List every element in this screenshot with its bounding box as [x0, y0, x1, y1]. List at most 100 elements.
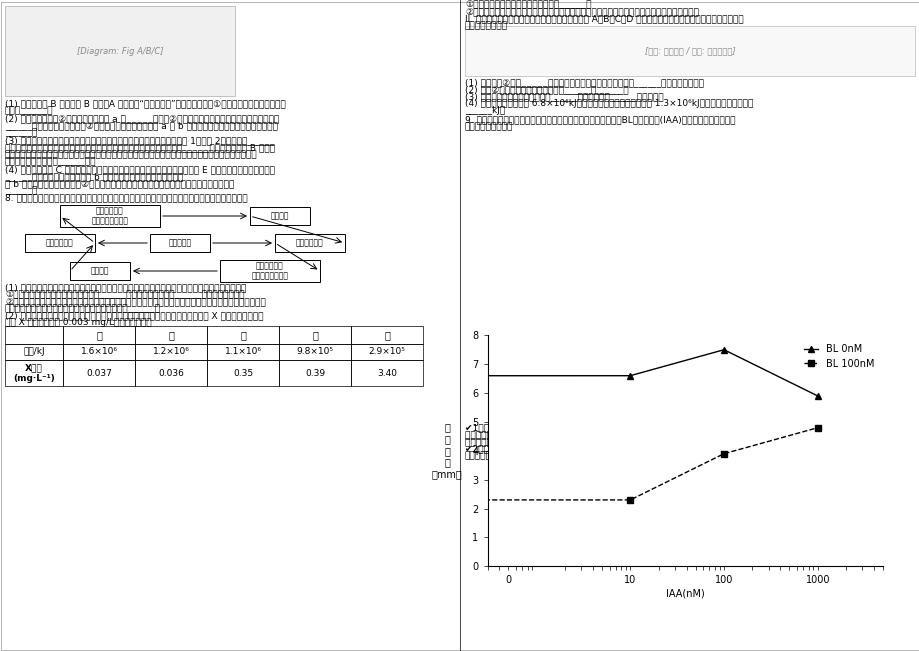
Bar: [250, 207, 310, 225]
Text: ______。: ______。: [5, 186, 38, 195]
X-axis label: IAA(nM): IAA(nM): [665, 588, 704, 598]
Text: 可知，单独 IAA 处理，对主根伸长的影响是______；BL 与 IAA 同时处理，在 IAA 浓度为____nM 时，BL 对主: 可知，单独 IAA 处理，对主根伸长的影响是______；BL 与 IAA 同时…: [464, 430, 789, 439]
Text: 9. 油菜素内酯是植物体内一种重要的激素；为探究油菜素内酯（BL）对生长素(IAA)生理作用的影响，研究: 9. 油菜素内酯是植物体内一种重要的激素；为探究油菜素内酯（BL）对生长素(IA…: [464, 115, 734, 124]
Text: [图甲: 碳循环图 / 图乙: 食物网示意]: [图甲: 碳循环图 / 图乙: 食物网示意]: [644, 46, 734, 55]
Text: (4) 若草固定的总能量为 6.8×10⁶kJ，食草昆虫和鼠同化的总能量是 1.3×10⁶kJ，则人最多能获得能量: (4) 若草固定的总能量为 6.8×10⁶kJ，食草昆虫和鼠同化的总能量是 1.…: [464, 99, 753, 108]
Text: (2) 下表是五个种群在一个相对稳定的水域生态系统中所有的总能量和含残留污染物 X 的平均浓度，已知: (2) 下表是五个种群在一个相对稳定的水域生态系统中所有的总能量和含残留污染物 …: [5, 311, 263, 320]
BL 100nM: [624, 496, 635, 504]
Bar: [275, 234, 345, 252]
Text: (1) 如图为某生态系统中动物种群自动调控模型，该动物的数量常常随环境资源的改变而发生波动。: (1) 如图为某生态系统中动物种群自动调控模型，该动物的数量常常随环境资源的改变…: [5, 283, 246, 292]
Text: 甲: 甲: [96, 330, 102, 340]
Text: 0.036: 0.036: [158, 368, 184, 378]
Bar: [62, 344, 135, 360]
Text: 乙: 乙: [168, 330, 174, 340]
Text: 3.40: 3.40: [377, 368, 397, 378]
BL 0nM: [624, 372, 635, 380]
Text: (1) 图中过程②表示______，图乙中的生物对应图甲中哪些成分______（用字母表示）。: (1) 图中过程②表示______，图乙中的生物对应图甲中哪些成分______（…: [464, 78, 703, 87]
Text: (1) 若图甲中的 B 代表胰岛 B 细胞，A 通过释放“某化学物质”可直接影响激素①的合成与分泌，这种调节方: (1) 若图甲中的 B 代表胰岛 B 细胞，A 通过释放“某化学物质”可直接影响…: [5, 99, 286, 108]
Text: 葡萄糖浓度上升的敏感度降低，引起胰岛素分泌减少，血糖浓度升高，从免疫学的角度分析，这种抗体将抗: 葡萄糖浓度上升的敏感度降低，引起胰岛素分泌减少，血糖浓度升高，从免疫学的角度分析…: [5, 150, 257, 159]
Bar: [207, 326, 278, 344]
Text: 素 b 相同的生理作用，但激素②不会影响该抗体的分泌，则与正常个体相比，该个体的体温会: 素 b 相同的生理作用，但激素②不会影响该抗体的分泌，则与正常个体相比，该个体的…: [5, 179, 234, 188]
Text: 环境容纳量: 环境容纳量: [168, 238, 191, 247]
Text: 水中 X 的质量分数为 0.003 mg/L，请分析说明：: 水中 X 的质量分数为 0.003 mg/L，请分析说明：: [5, 318, 152, 327]
Text: ✔1实验一：利用不同浓度的 BL 和 IAA 处理油菜衄发的种子，观察其对主根伸长的影响，结果如图所示，由图: ✔1实验一：利用不同浓度的 BL 和 IAA 处理油菜衄发的种子，观察其对主根伸…: [464, 423, 746, 432]
BL 0nM: [718, 346, 729, 353]
Bar: [25, 234, 95, 252]
Text: 图所示（注：上下两图是一一对应）。: 图所示（注：上下两图是一一对应）。: [464, 451, 556, 460]
Text: 0.037: 0.037: [86, 368, 112, 378]
Y-axis label: 主
根
长
度
（mm）: 主 根 长 度 （mm）: [432, 422, 462, 479]
Text: 丙: 丙: [240, 330, 245, 340]
Line: BL 100nM: BL 100nM: [0, 424, 821, 503]
Text: 9.8×10⁵: 9.8×10⁵: [296, 348, 333, 357]
Bar: [62, 360, 135, 386]
Text: 出生率增加和
（或）死亡率下降: 出生率增加和 （或）死亡率下降: [91, 206, 129, 226]
Bar: [5, 360, 62, 386]
BL 100nM: [811, 424, 823, 432]
Bar: [278, 344, 351, 360]
Text: ①这自动调控模型中在侧的调节机制为______，出生率和死亡率于______变化起决定作用。: ①这自动调控模型中在侧的调节机制为______，出生率和死亡率于______变化…: [5, 290, 244, 299]
Text: 来的水平，请你依据此模型提出更有效的灭鼠策略：______。: 来的水平，请你依据此模型提出更有效的灭鼠策略：______。: [5, 304, 161, 313]
Text: 动物过少: 动物过少: [91, 266, 109, 275]
Text: 式属于______。: 式属于______。: [5, 106, 53, 115]
Bar: [5, 344, 62, 360]
Bar: [150, 234, 210, 252]
Text: 环境阻力减少: 环境阻力减少: [46, 238, 74, 247]
Text: 1.2×10⁶: 1.2×10⁶: [153, 348, 189, 357]
Text: 戊: 戊: [383, 330, 390, 340]
Text: 1.1×10⁶: 1.1×10⁶: [224, 348, 261, 357]
Text: 引起的糖尿病可以通过注射胰岛素来治疗。这种抗体致病的原因是由于它与______结合，导致胰岛 B 细胞对: 引起的糖尿病可以通过注射胰岛素来治疗。这种抗体致病的原因是由于它与______结…: [5, 143, 275, 152]
Text: ②若此模型表示老鼠的种群数量变化，可看出，灭鼠时若只采用直接杀死的方法，老鼠的数量会很快恢复到原: ②若此模型表示老鼠的种群数量变化，可看出，灭鼠时若只采用直接杀死的方法，老鼠的数…: [5, 297, 266, 306]
Text: X含量
(mg·L⁻¹): X含量 (mg·L⁻¹): [13, 363, 55, 383]
Text: 8. 当今全球出现的诸多环境问题与生态系统稳定性遗到破坏有关，请回答下列有关生态方面的问题。: 8. 当今全球出现的诸多环境问题与生态系统稳定性遗到破坏有关，请回答下列有关生态…: [5, 193, 247, 202]
Text: 出生率下降和
（或）死亡率增加: 出生率下降和 （或）死亡率增加: [251, 261, 289, 281]
Bar: [207, 344, 278, 360]
Bar: [220, 260, 320, 282]
Bar: [135, 326, 207, 344]
Bar: [5, 6, 234, 96]
Bar: [464, 26, 914, 76]
Text: (3) 乙图中的猫头鹰与蛇的关系是______，猫头鹰占有______个营养级。: (3) 乙图中的猫头鹰与蛇的关系是______，猫头鹰占有______个营养级。: [464, 92, 663, 101]
Text: II. 下图甲是某草原生态系统中碳循环模式图，图中 A、B、C、D 表示生态系统的成分，图乙为其中部分营养结: II. 下图甲是某草原生态系统中碳循环模式图，图中 A、B、C、D 表示生态系统…: [464, 14, 743, 23]
Text: 构，请据图回答：: 构，请据图回答：: [464, 21, 507, 30]
Bar: [351, 360, 423, 386]
Bar: [278, 326, 351, 344]
Text: 环境阻力增加: 环境阻力增加: [296, 238, 323, 247]
Bar: [62, 326, 135, 344]
Bar: [207, 360, 278, 386]
Text: (2) 若图甲中的激素②为甲状腺激素，则 a 是______，激素②与受体结合形成的复合物通过调控靶基因的: (2) 若图甲中的激素②为甲状腺激素，则 a 是______，激素②与受体结合形…: [5, 114, 279, 123]
Bar: [351, 344, 423, 360]
Bar: [5, 326, 62, 344]
Text: (2) 图甲②过程中碳的传递形式分别是______、______。: (2) 图甲②过程中碳的传递形式分别是______、______。: [464, 85, 628, 94]
BL 100nM: [718, 450, 729, 458]
Text: ______过程而发挥效应。激素②含量增加到一定程度时，对 a 和 b 的分泌起抑制作用，这种调节机制称为: ______过程而发挥效应。激素②含量增加到一定程度时，对 a 和 b 的分泌起…: [5, 121, 278, 130]
Bar: [70, 262, 130, 280]
Bar: [60, 205, 160, 227]
Text: (4) 据丙为图甲中 C 所代表的甲状腺及相关生理活动示意图，根据可推断其中 E 细胞在示踪过程中的功能为: (4) 据丙为图甲中 C 所代表的甲状腺及相关生理活动示意图，根据可推断其中 E…: [5, 165, 275, 174]
Bar: [351, 326, 423, 344]
Text: 动物过多: 动物过多: [270, 212, 289, 221]
Text: 能量/kJ: 能量/kJ: [23, 348, 45, 357]
Bar: [278, 360, 351, 386]
BL 0nM: [811, 392, 823, 400]
Text: 0.39: 0.39: [304, 368, 324, 378]
Text: ①处于本生态系统第一营养级的种群有______。: ①处于本生态系统第一营养级的种群有______。: [464, 0, 591, 9]
Line: BL 0nM: BL 0nM: [0, 346, 821, 400]
Text: 0.35: 0.35: [233, 368, 253, 378]
Text: 丁: 丁: [312, 330, 318, 340]
Text: ______kJ。: ______kJ。: [464, 106, 505, 115]
Text: (3) 糖尿病病因之一是由于患者血液中存在某些异常抗体，如图乙中的抗体 1、抗体 2，其中抗体______: (3) 糖尿病病因之一是由于患者血液中存在某些异常抗体，如图乙中的抗体 1、抗体…: [5, 136, 274, 145]
Bar: [135, 344, 207, 360]
Text: 2.9×10⁵: 2.9×10⁵: [369, 348, 405, 357]
Text: [Diagram: Fig A/B/C]: [Diagram: Fig A/B/C]: [76, 46, 163, 55]
Text: 根伸长的抑制作用逐渐增强；当 IAA 浓度继续增加时，BL 对主根伸长的影响是______。: 根伸长的抑制作用逐渐增强；当 IAA 浓度继续增加时，BL 对主根伸长的影响是_…: [464, 437, 698, 446]
Text: 人员做了如下实验。: 人员做了如下实验。: [464, 122, 513, 131]
Legend: BL 0nM, BL 100nM: BL 0nM, BL 100nM: [799, 340, 878, 373]
Text: 体引起的糖尿病都属于______病。: 体引起的糖尿病都属于______病。: [5, 157, 96, 166]
Text: ______，若某个体产生针对激素 b 受体的抗体，而该种抗体起效与激: ______，若某个体产生针对激素 b 受体的抗体，而该种抗体起效与激: [5, 172, 183, 181]
Text: ______。: ______。: [5, 128, 38, 137]
Text: ②若每一种生物都可被相邻的下一个营养级的所有生物捕食，请给出该生态系统最可能的食物网。: ②若每一种生物都可被相邻的下一个营养级的所有生物捕食，请给出该生态系统最可能的食…: [464, 7, 698, 16]
Bar: [135, 360, 207, 386]
Text: ✔2实验二：用放射性标记的 IAA 处理主根，检测油菜素内酯对于生长素运输的影响，实验方法及结果如下: ✔2实验二：用放射性标记的 IAA 处理主根，检测油菜素内酯对于生长素运输的影响…: [464, 444, 730, 453]
Text: 1.6×10⁶: 1.6×10⁶: [81, 348, 118, 357]
